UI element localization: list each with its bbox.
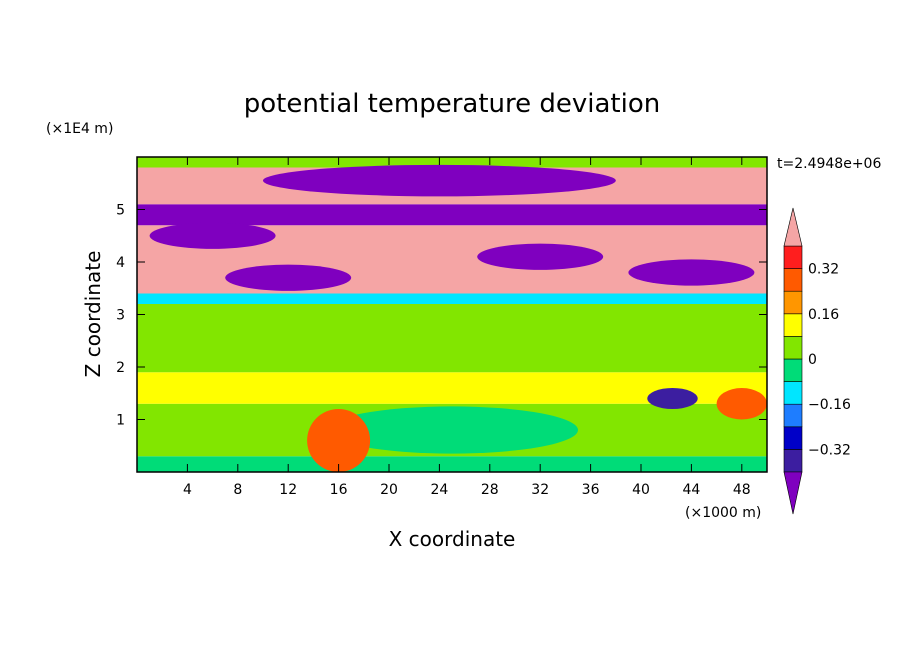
field-feature-cold-patch-2 [477,243,604,270]
chart-title: potential temperature deviation [244,89,660,119]
y-tick-label: 4 [116,255,125,271]
colorbar-tick-label: 0.16 [808,307,839,323]
colorbar-tick-label: 0 [808,352,817,368]
colorbar-tick-label: −0.32 [808,442,851,458]
colorbar-box [783,313,803,337]
x-tick-label: 20 [380,482,398,498]
y-tick-label: 3 [116,308,125,324]
y-tick-label: 1 [116,413,125,429]
field-band-0 [137,456,767,472]
y-tick-label: 5 [116,203,125,219]
x-tick-label: 48 [733,482,751,498]
field-feature-cold-patch-4 [628,259,755,286]
field-feature-warm-plume-6 [307,409,371,472]
x-axis: 4 8 12 16 20 24 28 32 36 40 44 48 [183,157,751,498]
x-tick-label: 12 [279,482,297,498]
x-unit-label: (×1000 m) [685,505,761,521]
x-tick-label: 32 [531,482,549,498]
colorbar-extend-high [783,207,803,247]
colorbar-box [783,336,803,360]
x-tick-label: 40 [632,482,650,498]
field-feature-cold-lens-0 [263,164,616,197]
colorbar-box [783,290,803,315]
field-feature-cold-patch-1 [149,222,276,249]
y-tick-label: 2 [116,360,125,376]
x-tick-label: 36 [582,482,600,498]
y-axis: 1 2 3 4 5 [116,203,767,429]
x-axis-label: X coordinate [389,527,516,551]
y-unit-label: (×1E4 m) [46,121,113,137]
x-tick-label: 16 [330,482,348,498]
x-tick-label: 4 [183,482,192,498]
x-tick-label: 8 [233,482,242,498]
plot-area [137,157,767,472]
field-feature-cold-patch-3 [225,264,352,291]
time-label: t=2.4948e+06 [777,156,881,172]
field-band-8 [137,157,767,168]
field-feature-warm-vortex-8 [716,388,767,420]
colorbar-box [783,358,803,382]
field-feature-cold-vortex-7 [647,388,698,409]
x-tick-label: 24 [430,482,448,498]
y-axis-label: Z coordinate [81,251,105,378]
colorbar-tick-label: −0.16 [808,397,851,413]
colorbar-box [783,403,803,428]
field-feature-cold-pool-5 [326,406,578,454]
colorbar-box [783,449,803,473]
colorbar-tick-label: 0.32 [808,262,839,278]
field-band-4 [137,293,767,304]
colorbar-extend-low [783,471,803,515]
colorbar: 0.32 0.16 0 −0.16 −0.32 [783,207,851,515]
field-band-3 [137,304,767,373]
colorbar-box [783,381,803,405]
x-tick-label: 28 [481,482,499,498]
field-band-6 [137,204,767,226]
colorbar-box [783,245,803,269]
colorbar-box [783,426,803,450]
colorbar-box [783,268,803,292]
x-tick-label: 44 [682,482,700,498]
